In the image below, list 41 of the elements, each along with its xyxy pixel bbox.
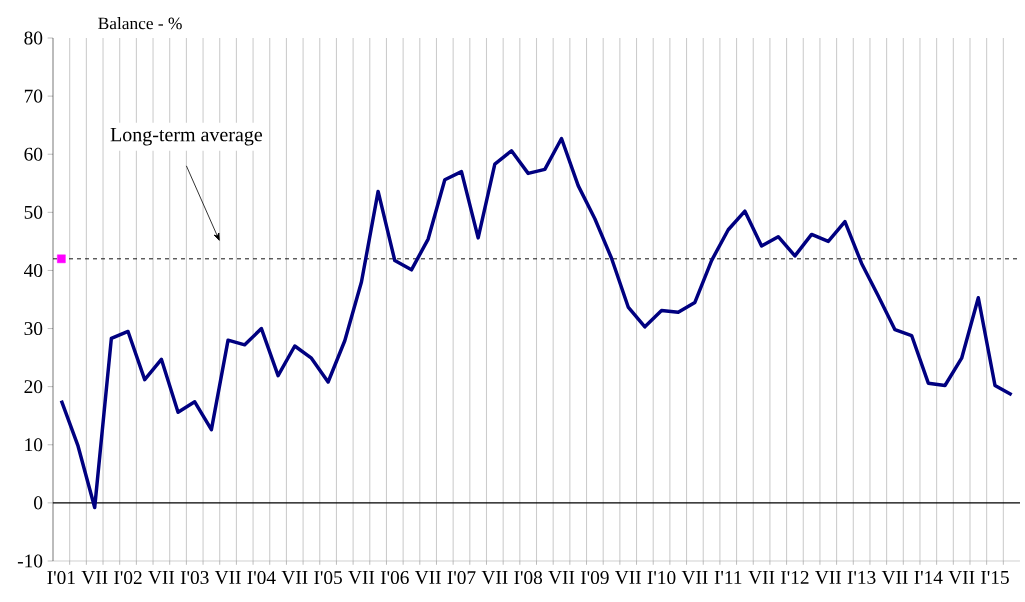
x-tick-label: VII [614, 571, 641, 584]
x-tick-label: VII [414, 571, 441, 584]
x-tick-label: I'02 [114, 571, 142, 585]
x-tick-label: I'06 [380, 571, 409, 585]
x-tick-label: VII [81, 571, 108, 584]
x-tick-label: I'05 [314, 571, 342, 585]
x-tick-label: I'07 [447, 571, 476, 585]
y-tick-label: 50 [24, 205, 43, 219]
y-tick-label: 70 [24, 89, 43, 103]
y-tick-label: -10 [17, 554, 43, 568]
x-tick-label: I'14 [914, 571, 943, 584]
y-tick-label: 10 [25, 438, 43, 452]
x-tick-label: VII [148, 571, 175, 584]
x-tick-label: I'03 [180, 571, 209, 585]
x-tick-label: I'10 [647, 571, 676, 585]
y-tick-label: 40 [24, 263, 43, 277]
x-tick-label: I'15 [981, 571, 1009, 584]
x-tick-label: VII [815, 571, 842, 584]
x-tick-label: I'01 [47, 571, 75, 585]
x-tick-label: I'11 [714, 571, 742, 584]
x-tick-label: I'12 [780, 571, 809, 584]
y-tick-label: 0 [34, 496, 43, 510]
x-tick-label: VII [348, 571, 375, 584]
y-tick-label: 30 [24, 322, 43, 336]
ref-line-label: Long-term average [110, 128, 263, 146]
x-tick-label: VII [881, 571, 908, 584]
y-tick-label: 60 [24, 147, 43, 161]
y-axis-title: Balance - % [98, 17, 182, 30]
x-tick-label: VII [481, 571, 508, 584]
x-tick-label: I'04 [247, 571, 276, 585]
x-tick-label: VII [548, 571, 575, 584]
x-tick-label: VII [948, 571, 975, 584]
x-tick-label: VII [214, 571, 241, 584]
y-tick-label: 20 [24, 380, 43, 394]
x-tick-label: VII [281, 571, 308, 584]
x-tick-label: I'09 [580, 571, 609, 585]
x-tick-label: VII [681, 571, 708, 584]
x-tick-label: VII [748, 571, 775, 584]
x-tick-label: I'13 [847, 571, 876, 585]
x-tick-label: I'08 [514, 571, 543, 585]
y-tick-label: 80 [24, 31, 43, 45]
